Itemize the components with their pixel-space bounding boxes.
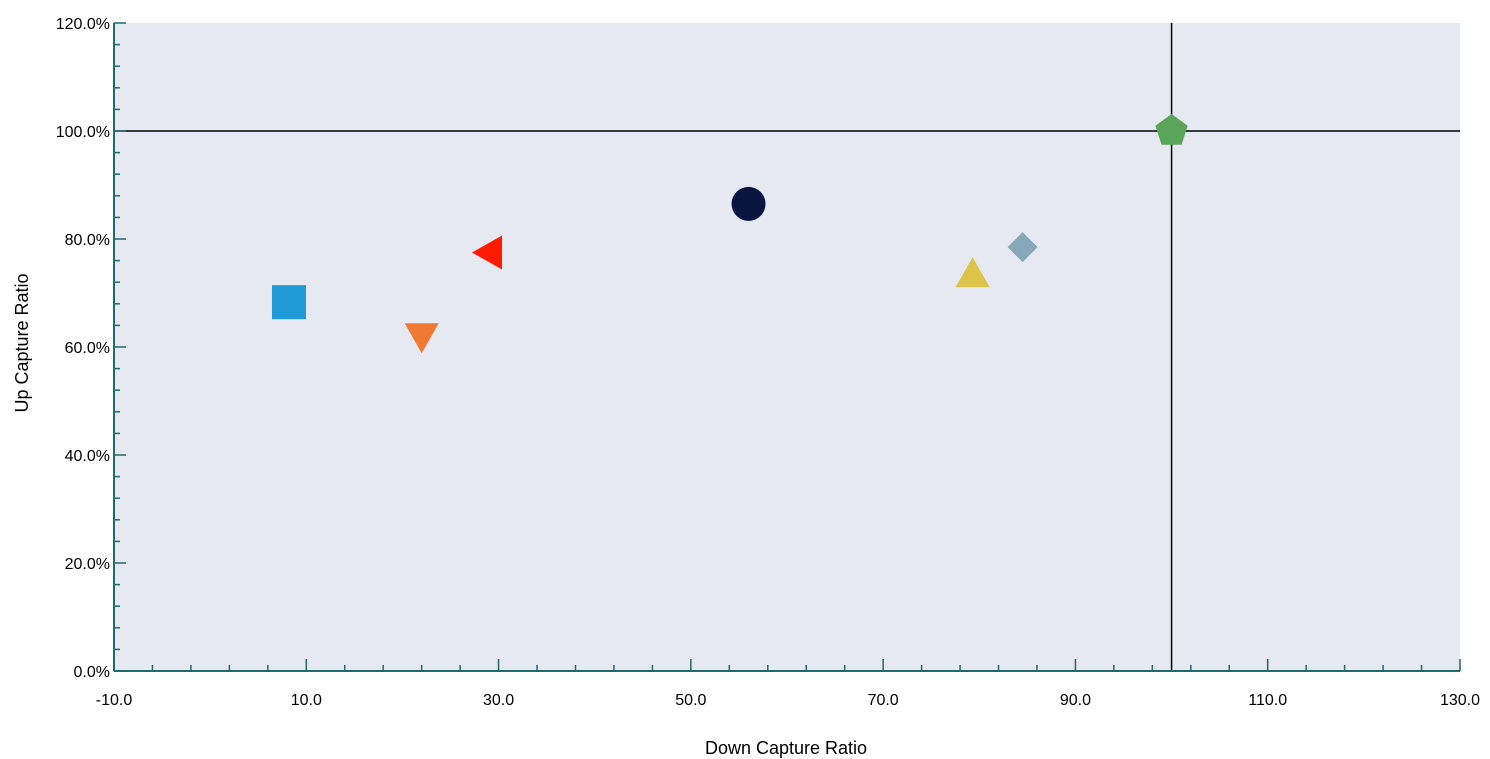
x-tick-label: -10.0 [96,692,133,709]
y-tick-label: 80.0% [65,232,110,249]
square-marker [271,285,306,320]
x-tick-label: 130.0 [1440,692,1480,709]
y-tick-label: 120.0% [56,16,110,33]
data-points [271,114,1188,354]
x-tick-label: 90.0 [1060,692,1091,709]
x-tick-label: 50.0 [675,692,706,709]
x-tick-label: 10.0 [291,692,322,709]
axes [113,22,1461,672]
x-tick-label: 30.0 [483,692,514,709]
pentagon-marker [1155,114,1188,145]
x-tick-label: 110.0 [1248,692,1287,709]
y-tick-label: 0.0% [74,664,110,681]
y-tick-label: 60.0% [65,340,110,357]
y-tick-label: 20.0% [65,556,110,573]
plot-area [114,23,1460,671]
x-tick-label: 70.0 [868,692,899,709]
tick-labels: -10.0 10.0 30.0 50.0 70.0 90.0 110.0 130.0 0.0% 2… [56,16,1480,709]
y-axis-title: Up Capture Ratio [12,273,32,412]
diamond-marker [1007,232,1038,263]
y-tick-label: 40.0% [65,448,110,465]
circle-marker [731,186,766,221]
x-axis-title: Down Capture Ratio [705,738,867,758]
y-tick-label: 100.0% [56,124,110,141]
triangle-left-marker [472,235,502,270]
triangle-down-marker [404,323,439,354]
triangle-up-marker [955,257,990,288]
